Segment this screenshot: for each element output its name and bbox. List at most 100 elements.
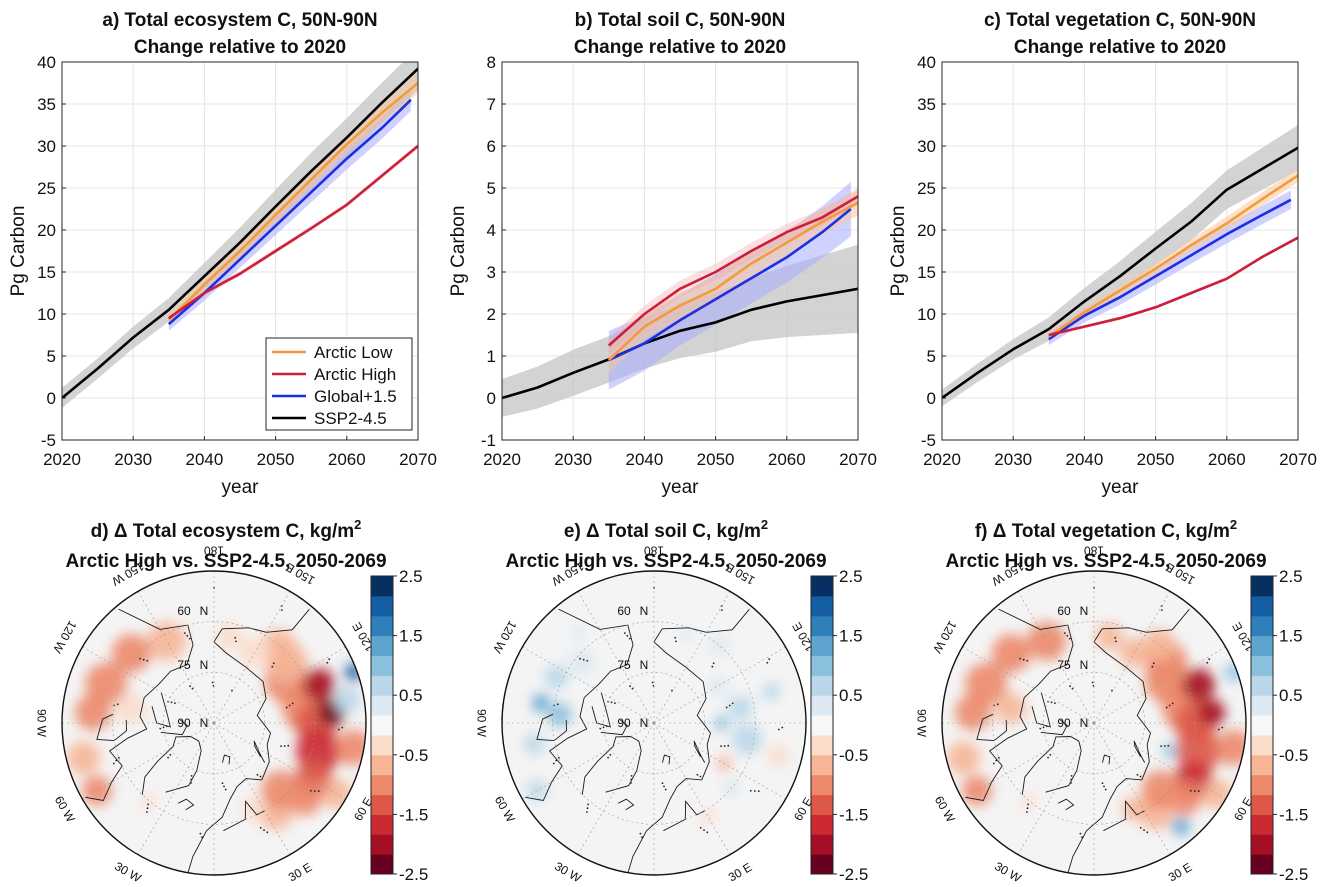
significance-dot	[1027, 803, 1029, 806]
graticule-lon	[653, 722, 786, 800]
y-tick-label: 7	[487, 95, 496, 114]
significance-dot	[280, 609, 283, 611]
uncertainty-band-ssp2-4-5	[942, 125, 1298, 407]
y-axis-label: Pg Carbon	[8, 206, 29, 297]
colorbar-bin	[811, 774, 833, 796]
y-tick-label: 25	[37, 179, 56, 198]
x-tick-label: 2050	[697, 450, 735, 469]
y-tick-label: 2	[487, 305, 496, 324]
anomaly-cell	[714, 715, 730, 731]
coastline	[965, 608, 1074, 802]
anomaly-cell	[728, 695, 753, 720]
significance-dot	[609, 753, 612, 756]
significance-dot	[199, 832, 202, 835]
significance-dot	[1071, 687, 1074, 690]
significance-dot	[283, 745, 286, 747]
map-title-superscript: 2	[761, 517, 768, 532]
anomaly-cell	[302, 668, 336, 702]
significance-dot	[1208, 658, 1211, 660]
map-frame	[61, 570, 367, 876]
lat-label: 75	[1057, 658, 1071, 672]
colorbar-frame	[810, 575, 834, 875]
graticule-lon	[1017, 591, 1095, 724]
y-tick-label: 25	[917, 179, 936, 198]
significance-dot	[1114, 636, 1117, 639]
significance-dot	[995, 759, 998, 762]
y-tick-label: 30	[917, 137, 936, 156]
colorbar-bin	[811, 715, 833, 736]
colorbar-bin	[811, 595, 833, 617]
coastline	[1031, 692, 1051, 728]
y-tick-label: -5	[41, 431, 56, 450]
lon-label: 30 W	[552, 859, 584, 885]
lon-label: 180	[1084, 544, 1104, 558]
x-axis-label: year	[662, 477, 700, 498]
map-title: f) Δ Total vegetation C, kg/m2	[975, 517, 1237, 542]
colorbar-bin	[1251, 655, 1273, 676]
significance-dot	[651, 681, 654, 684]
significance-dot	[328, 658, 331, 660]
map-title: e) Δ Total soil C, kg/m2	[564, 517, 768, 542]
map-title: d) Δ Total ecosystem C, kg/m2	[91, 517, 362, 542]
coastline	[221, 754, 231, 765]
chart-subtitle: Change relative to 2020	[134, 37, 346, 58]
graticule-lon	[82, 722, 215, 800]
lon-label: 30 E	[286, 860, 314, 884]
significance-dot	[235, 640, 237, 643]
graticule-lon	[522, 722, 655, 800]
significance-dot	[699, 775, 702, 778]
coastline	[661, 754, 671, 765]
graticule-lon	[82, 646, 215, 724]
significance-dot	[1047, 756, 1049, 759]
significance-dot	[188, 637, 191, 640]
coastline	[1066, 608, 1190, 875]
colorbar-tick-label: -0.5	[1279, 746, 1308, 765]
significance-dot	[628, 637, 631, 640]
lon-label: 90 W	[475, 709, 489, 738]
colorbar: 2.5 1.5 0.5 -0.5 -1.5 -2.5	[1250, 567, 1308, 884]
x-axis-label: year	[222, 477, 260, 498]
significance-dot	[190, 775, 193, 777]
colorbar-bin	[1251, 695, 1273, 716]
anomaly-cell	[947, 741, 980, 775]
anomaly-field	[947, 587, 1246, 875]
anomaly-blobs	[523, 624, 789, 825]
lon-label: 90 W	[915, 709, 929, 738]
chart-title: c) Total vegetation C, 50N-90N	[984, 10, 1256, 31]
y-tick-label: 6	[487, 137, 496, 156]
map-title-text: f) Δ Total vegetation C, kg/m	[975, 521, 1230, 542]
significance-dot	[749, 789, 752, 792]
map-frame	[941, 570, 1247, 876]
y-tick-label: 5	[487, 179, 496, 198]
colorbar-bin	[371, 834, 393, 855]
chart-title: b) Total soil C, 50N-90N	[575, 10, 786, 31]
significance-dot	[766, 661, 769, 664]
significance-dot	[586, 811, 588, 813]
legend-label: Arctic Low	[314, 343, 393, 362]
legend-box	[265, 337, 413, 431]
anomaly-blobs	[67, 621, 366, 830]
significance-dot	[674, 636, 677, 639]
x-tick-label: 2070	[839, 450, 877, 469]
y-tick-label: 0	[47, 389, 56, 408]
significance-dot	[263, 829, 265, 831]
significance-dot	[1081, 836, 1083, 839]
colorbar-bin	[1251, 854, 1273, 875]
significance-dot	[1019, 657, 1021, 660]
y-tick-label: 5	[47, 347, 56, 366]
coastline	[1103, 800, 1145, 832]
coastline	[591, 692, 611, 728]
significance-dot	[341, 726, 344, 729]
coastline	[693, 740, 705, 763]
significance-dot	[224, 788, 227, 791]
y-tick-label: 10	[37, 305, 56, 324]
significance-dot	[630, 782, 632, 784]
x-tick-label: 2020	[43, 450, 81, 469]
colorbar-bin	[371, 734, 393, 756]
colorbar-bin	[811, 834, 833, 855]
significance-dot	[753, 790, 756, 792]
y-tick-label: 3	[487, 263, 496, 282]
significance-dot	[146, 659, 149, 662]
colorbar-bin	[811, 794, 833, 815]
x-tick-label: 2030	[554, 450, 592, 469]
